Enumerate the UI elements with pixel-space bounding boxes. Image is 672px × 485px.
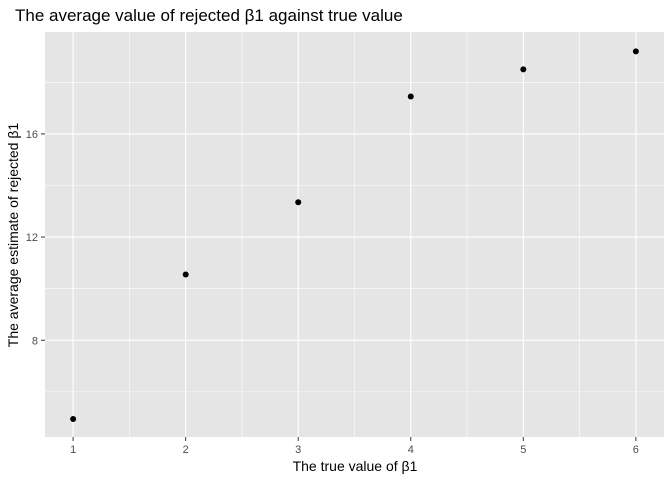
x-tick-label: 3 [295,444,301,456]
data-point [407,93,414,100]
x-axis-ticks: 1 2 3 4 5 6 [70,437,639,456]
y-tick-label: 12 [26,232,38,244]
data-point [70,415,77,422]
chart-title: The average value of rejected β1 against… [15,6,403,25]
y-tick-label: 8 [32,335,38,347]
x-axis-title: The true value of β1 [293,458,418,474]
x-tick-label: 2 [183,444,189,456]
y-axis-ticks: 8 12 16 [26,129,45,347]
minor-gridlines [45,32,664,437]
major-gridlines [45,32,664,437]
x-tick-label: 6 [633,444,639,456]
data-points [70,48,639,422]
data-point [520,66,527,73]
y-axis-title: The average estimate of rejected β1 [5,123,21,348]
data-point [632,48,639,55]
y-tick-label: 16 [26,129,38,141]
x-tick-label: 5 [520,444,526,456]
data-point [295,199,302,206]
x-tick-label: 1 [70,444,76,456]
x-tick-label: 4 [408,444,414,456]
data-point [182,271,189,278]
